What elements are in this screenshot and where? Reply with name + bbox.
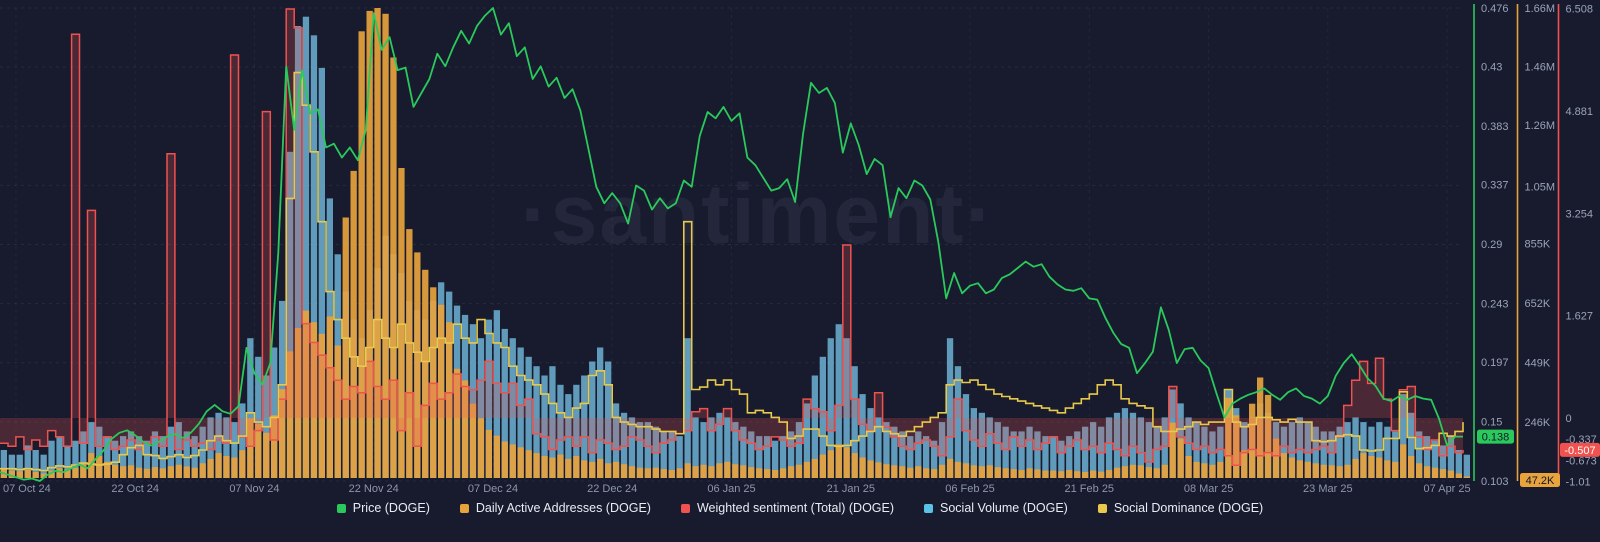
svg-text:0.197: 0.197 [1481,357,1509,369]
daily-active-addresses-bars [0,8,1470,479]
legend-item-label: Social Volume (DOGE) [940,501,1068,515]
svg-text:08 Mar 25: 08 Mar 25 [1184,483,1234,495]
legend-swatch-icon [680,503,690,513]
svg-text:21 Jan 25: 21 Jan 25 [827,483,875,495]
svg-text:3.254: 3.254 [1566,208,1594,220]
legend-swatch-icon [1097,503,1107,513]
legend-item-label: Social Dominance (DOGE) [1113,501,1264,515]
legend-item-daily_active_addresses[interactable]: Daily Active Addresses (DOGE) [459,501,651,515]
legend-swatch-icon [459,503,469,513]
svg-text:0.243: 0.243 [1481,299,1509,311]
svg-text:22 Oct 24: 22 Oct 24 [111,483,159,495]
svg-text:1.66M: 1.66M [1525,3,1556,15]
svg-text:855K: 855K [1525,239,1551,251]
svg-text:0.383: 0.383 [1481,121,1509,133]
price-line [0,7,1463,482]
svg-text:07 Apr 25: 07 Apr 25 [1424,483,1471,495]
x-axis-labels: 07 Oct 24 22 Oct 24 07 Nov 24 22 Nov 24 07 D… [3,483,1471,495]
daa-current-badge: 47.2K [1520,473,1560,487]
weighted-sentiment-area [0,9,1463,466]
svg-text:0.103: 0.103 [1481,476,1509,488]
legend-swatch-icon [336,503,346,513]
svg-text:23 Mar 25: 23 Mar 25 [1303,483,1353,495]
svg-text:6.508: 6.508 [1566,4,1594,16]
legend-item-social_volume[interactable]: Social Volume (DOGE) [924,501,1068,515]
svg-text:652K: 652K [1525,298,1551,310]
legend-item-weighted_sentiment[interactable]: Weighted sentiment (Total) (DOGE) [680,501,895,515]
svg-text:449K: 449K [1525,358,1551,370]
daily_active_addresses-axis-labels: 1.66M 1.46M 1.26M 1.05M 855K 652K 449K 246K [1525,3,1556,429]
svg-text:1.05M: 1.05M [1525,182,1556,194]
santiment-watermark: ·santiment· [520,167,996,261]
svg-text:0: 0 [1566,413,1572,425]
svg-text:0.29: 0.29 [1481,239,1502,251]
svg-text:-1.01: -1.01 [1566,477,1591,489]
legend-item-price[interactable]: Price (DOGE) [336,501,430,515]
chart-legend: Price (DOGE) Daily Active Addresses (DOGE… [0,501,1600,515]
svg-text:22 Dec 24: 22 Dec 24 [587,483,637,495]
svg-text:07 Nov 24: 07 Nov 24 [229,483,279,495]
svg-text:06 Feb 25: 06 Feb 25 [945,483,995,495]
legend-swatch-icon [924,503,934,513]
price-current-badge: 0.138 [1477,429,1514,444]
svg-text:47.2K: 47.2K [1526,475,1555,487]
svg-text:0.43: 0.43 [1481,61,1502,73]
svg-text:21 Feb 25: 21 Feb 25 [1065,483,1115,495]
svg-text:06 Jan 25: 06 Jan 25 [707,483,755,495]
svg-text:246K: 246K [1525,417,1551,429]
svg-text:1.46M: 1.46M [1525,62,1556,74]
svg-text:-0.507: -0.507 [1564,445,1595,457]
svg-text:0.337: 0.337 [1481,179,1509,191]
chart-canvas[interactable]: 0.476 0.43 0.383 0.337 0.29 0.243 0.197 0.15 0.1… [0,0,1600,500]
legend-item-label: Price (DOGE) [352,501,430,515]
svg-text:07 Oct 24: 07 Oct 24 [3,483,51,495]
svg-text:1.627: 1.627 [1566,311,1594,323]
svg-text:0.476: 0.476 [1481,3,1509,15]
svg-text:4.881: 4.881 [1566,106,1594,118]
svg-text:07 Dec 24: 07 Dec 24 [468,483,518,495]
sentiment-current-badge: -0.507 [1560,442,1600,457]
legend-item-social_dominance[interactable]: Social Dominance (DOGE) [1097,501,1264,515]
svg-text:0.15: 0.15 [1481,416,1502,428]
social-dominance-line [0,71,1464,472]
svg-text:1.26M: 1.26M [1525,120,1556,132]
weighted-sentiment-line [0,8,1464,466]
svg-text:22 Nov 24: 22 Nov 24 [349,483,399,495]
svg-text:0.138: 0.138 [1482,432,1510,444]
svg-text:-0.673: -0.673 [1566,455,1597,467]
legend-item-label: Daily Active Addresses (DOGE) [475,501,651,515]
legend-item-label: Weighted sentiment (Total) (DOGE) [696,501,895,515]
price-axis-labels: 0.476 0.43 0.383 0.337 0.29 0.243 0.197 0.15 0.1… [1481,3,1509,488]
